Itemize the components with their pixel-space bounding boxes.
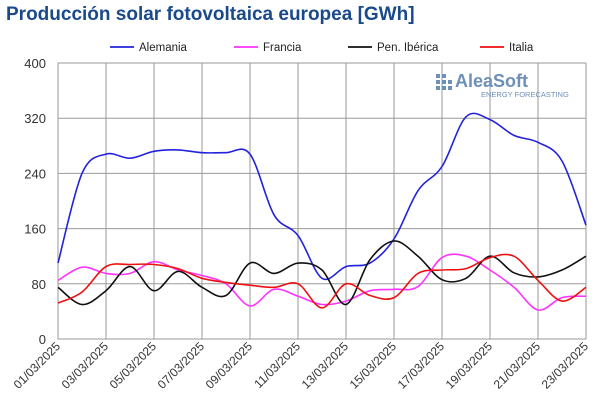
x-tick-label: 03/03/2025 [59, 339, 112, 392]
x-tick-label: 15/03/2025 [347, 339, 400, 392]
y-tick-label: 320 [24, 111, 46, 126]
y-tick-label: 160 [24, 222, 46, 237]
legend-label: Francia [263, 42, 302, 54]
axes: 0 80 160 240 320 400 01/03/202503/03/202505/03… [11, 56, 592, 392]
legend-label: Italia [509, 42, 534, 54]
series-line-italia [57, 253, 587, 309]
y-tick-label: 80 [32, 277, 46, 292]
x-tick-label: 23/03/2025 [539, 339, 592, 392]
x-tick-label: 13/03/2025 [299, 339, 352, 392]
x-tick-label: 07/03/2025 [155, 339, 208, 392]
y-tick-label: 240 [24, 166, 46, 181]
x-tick-label: 05/03/2025 [107, 339, 160, 392]
x-tick-label: 01/03/2025 [11, 339, 64, 392]
legend-label: Pen. Ibérica [377, 42, 439, 54]
plot-frame [57, 62, 587, 340]
watermark-tagline: ENERGY FORECASTING [481, 90, 569, 99]
chart-title: Producción solar fotovoltaica europea [G… [6, 4, 415, 25]
y-tick-label: 400 [24, 56, 46, 71]
x-tick-label: 21/03/2025 [491, 339, 544, 392]
series-line-alemania [57, 112, 587, 281]
legend-label: Alemania [139, 42, 188, 54]
x-tick-label: 17/03/2025 [395, 339, 448, 392]
grid [57, 62, 587, 340]
series [57, 112, 587, 311]
y-tick-label: 0 [39, 332, 46, 347]
series-line-pen-iberica [57, 240, 587, 306]
aleasoft-logo-icon [436, 74, 452, 90]
watermark-brand: AleaSoft [455, 71, 528, 91]
x-tick-label: 09/03/2025 [203, 339, 256, 392]
x-tick-label: 19/03/2025 [443, 339, 496, 392]
legend: Alemania Francia Pen. Ibérica Italia [110, 42, 534, 54]
series-line-francia [57, 253, 587, 311]
aleasoft-watermark: AleaSoft ENERGY FORECASTING [436, 71, 569, 99]
x-tick-label: 11/03/2025 [251, 339, 303, 391]
